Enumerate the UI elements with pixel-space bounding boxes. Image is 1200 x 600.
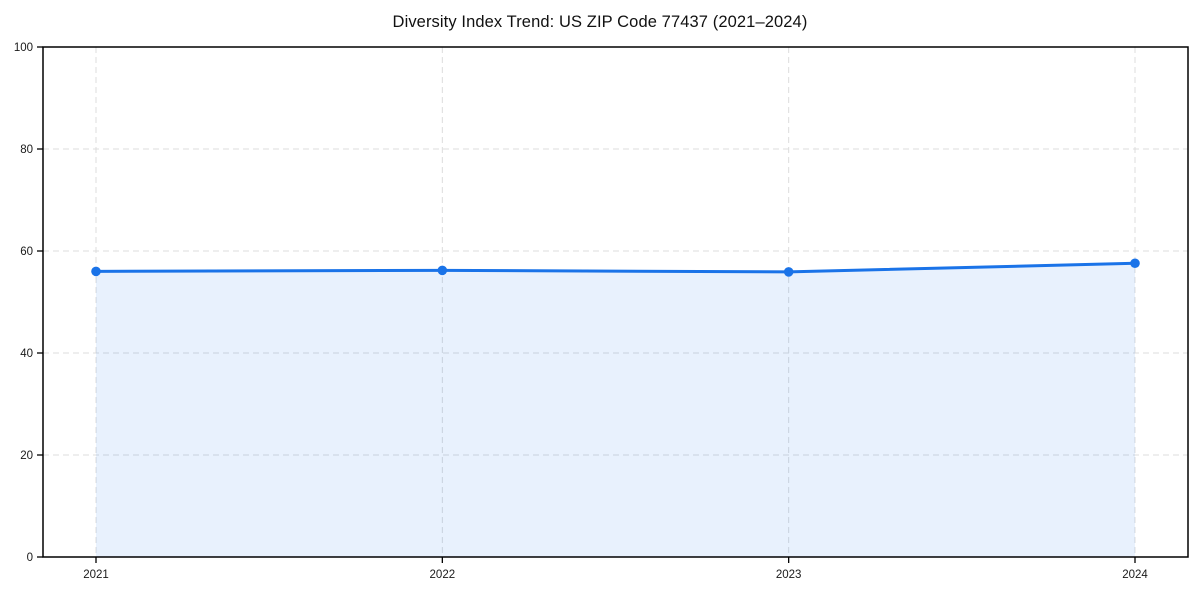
x-tick-label: 2023 <box>776 569 802 581</box>
data-point <box>91 266 101 277</box>
data-point <box>783 267 794 277</box>
y-tick-label: 20 <box>20 450 33 462</box>
x-tick-label: 2024 <box>1122 569 1148 581</box>
plot-frame <box>42 46 1189 558</box>
x-tick-label: 2021 <box>83 569 109 581</box>
x-tick-label: 2022 <box>430 569 456 581</box>
data-point <box>437 265 448 276</box>
trend-line <box>94 261 1137 274</box>
area-fill <box>96 263 1135 557</box>
data-point <box>1130 258 1140 269</box>
chart-title: Diversity Index Trend: US ZIP Code 77437… <box>392 13 808 31</box>
y-tick-label: 80 <box>20 144 33 156</box>
y-tick-label: 100 <box>14 42 33 54</box>
y-tick-label: 60 <box>20 246 33 258</box>
y-tick-label: 40 <box>20 348 33 360</box>
y-tick-label: 0 <box>27 552 33 564</box>
